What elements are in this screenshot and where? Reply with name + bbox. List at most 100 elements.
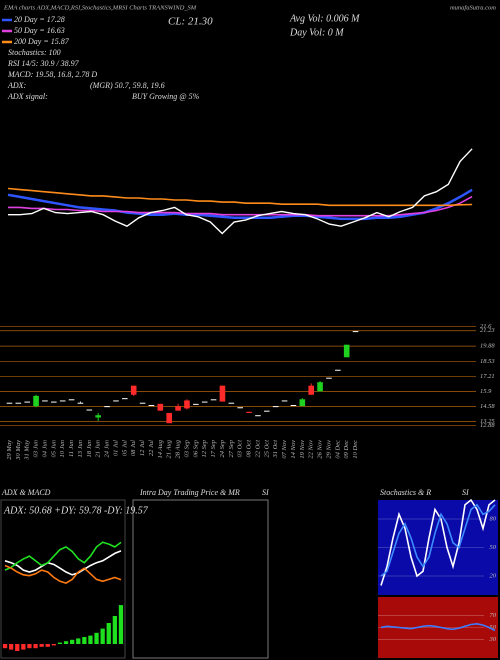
candle-body [201,401,208,403]
candle-body [335,369,341,371]
macd-bar [76,638,81,644]
candle-body [237,407,243,409]
macd-bar [51,644,56,646]
x-tick-label: 05 Jul [121,440,128,456]
x-tick-label: 12 Jul [139,440,146,456]
x-tick-label: 10 Jun [59,440,66,458]
x-tick-label: 10 Dec [352,440,359,459]
annotation: CL: 21.30 [168,16,213,28]
x-tick-label: 26 Nov [317,440,324,459]
x-tick-label: 03 Sep [183,439,190,457]
series-line [7,188,473,221]
series-line [4,541,122,571]
macd-bar [57,642,63,644]
x-tick-label: 21 Jun [95,440,102,458]
macd-bar [2,644,8,649]
legend-label: 20 Day = 17.28 [14,15,65,24]
candle-body [15,402,22,404]
series-line [8,195,473,217]
x-tick-label: 03 Jun [33,440,40,458]
price-line [8,148,473,235]
series-line [380,622,496,632]
annotation: ADX: [7,81,27,90]
series-line [380,503,496,577]
candle-body [193,403,199,405]
macd-bar [33,644,38,649]
candle-body [308,385,314,395]
macd-bar [15,644,20,651]
annotation: BUY Growing @ 5% [132,92,200,101]
x-tick-label: 22 Oct [254,440,261,458]
macd-bar [21,644,26,650]
macd-bar [118,605,124,644]
candle-body [86,409,93,411]
y-tick-label: 17.21 [480,373,495,380]
candle-body [317,382,323,392]
legend-label: 200 Day = 15.87 [14,37,70,46]
x-tick-label: 04 Jun [41,440,48,458]
legend-label: 50 Day = 16.63 [14,26,65,35]
candle-body [290,404,297,406]
x-tick-label: 22 Jul [148,440,155,456]
macd-bar [112,616,117,644]
candle-body [59,400,66,402]
candle-body [272,406,279,408]
candle-body [184,400,190,409]
candle-body [33,395,39,407]
macd-bar [100,628,105,644]
y-tick-label: 80 [490,515,497,522]
x-tick-label: 12 Sep [201,439,208,457]
y-tick-label: 70 [490,612,497,619]
candle-body [148,404,155,406]
annotation: ADX signal: [7,92,48,101]
x-tick-label: 21 Aug [166,439,173,458]
candle-body [246,411,252,413]
y-tick-label: 50 [490,624,497,631]
candle-body [299,399,306,407]
macd-bar [88,635,93,644]
macd-bar [106,623,111,644]
x-tick-label: 30 May [15,440,22,461]
annotation: MACD: 19.58, 16.8, 2.78 D [7,70,97,79]
candle-body [352,331,359,333]
x-tick-label: 05 Jun [50,440,57,458]
x-tick-label: 14 Nov [290,440,297,459]
x-tick-label: 29 May [6,440,13,460]
candle-body [95,415,101,418]
candle-body [51,401,57,403]
x-tick-label: 22 Nov [308,440,315,459]
x-tick-label: 17 Sep [210,439,217,457]
panel-subtitle: ADX: 50.68 +DY: 59.78 -DY: 19.57 [3,505,149,516]
candle-body [68,399,75,401]
candle-body [210,399,217,401]
x-tick-label: 27 Sep [228,439,235,457]
x-tick-label: 31 Oct [272,440,279,459]
annotation: Day Vol: 0 M [289,27,344,38]
macd-bar [63,641,69,644]
candle-body [326,377,332,379]
macd-bar [27,644,32,649]
candle-body [175,406,181,411]
series-line [7,187,473,207]
annotation: Avg Vol: 0.006 M [289,13,360,24]
site-name: munafaSutra.com [450,4,496,11]
candle-body [42,400,48,402]
x-tick-label: 06 Sep [192,439,199,457]
x-tick-label: 03 Oct [237,440,244,458]
macd-bar [82,637,87,644]
candle-body [228,402,235,404]
annotation: (MGR) 50.7, 59.8, 19.6 [90,81,165,90]
y-tick-label: 12.88 [480,422,495,429]
candle-body [264,410,270,412]
annotation: RSI 14/5: 30.9 / 38.97 [7,59,80,68]
y-tick-label: 15.9 [480,388,492,395]
x-tick-label: 25 Oct [263,440,270,458]
series-line [4,564,122,584]
chart-title: EMA charts ADX,MACD,RSI,Stochastics,MRSI… [3,4,197,11]
x-tick-label: 08 Oct [246,440,253,458]
panel-title: ADX & MACD [1,488,51,497]
candle-body [219,385,226,402]
annotation: Stochastics: 100 [8,48,61,57]
y-tick-label: 14.58 [480,403,495,410]
